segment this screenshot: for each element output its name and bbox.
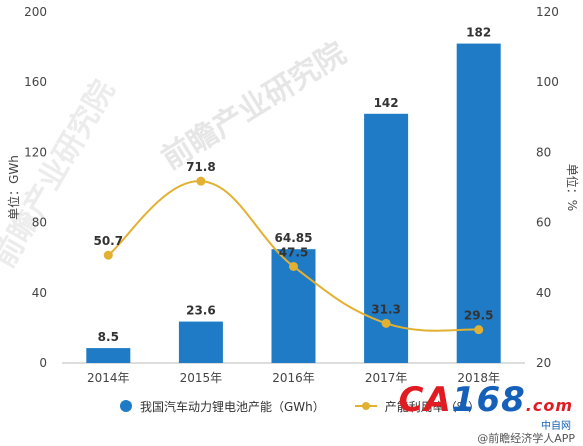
logo-part3: .com — [525, 396, 573, 415]
y-right-tick-label: 100 — [536, 75, 559, 89]
y-right-tick-label: 40 — [536, 286, 551, 300]
line-data-label: 29.5 — [464, 309, 494, 323]
logo-part1: CA — [398, 380, 452, 420]
line-data-label: 71.8 — [186, 160, 216, 174]
x-tick-label: 2014年 — [87, 371, 130, 385]
bar — [456, 43, 501, 364]
legend-line-label: 产能利用率（%） — [384, 399, 481, 414]
bar-data-label: 182 — [466, 26, 491, 40]
legend-item-bar: 我国汽车动力锂电池产能（GWh） — [120, 398, 325, 415]
legend-bar-swatch — [120, 400, 132, 412]
line-data-label: 47.5 — [279, 245, 309, 259]
line-point — [103, 250, 113, 260]
bar-data-label: 8.5 — [98, 330, 119, 344]
legend-item-line: 产能利用率（%） — [354, 398, 481, 415]
line-data-label: 50.7 — [93, 234, 123, 248]
legend-bar-label: 我国汽车动力锂电池产能（GWh） — [140, 399, 325, 414]
logo: CA168.com — [399, 380, 573, 420]
y-left-tick-label: 160 — [24, 75, 47, 89]
bar — [178, 321, 223, 363]
line-series — [103, 176, 484, 335]
line-data-label: 31.3 — [371, 302, 401, 316]
logo-sub: 中自网 — [541, 421, 571, 432]
y-left-tick-label: 40 — [32, 286, 47, 300]
line-point — [474, 325, 484, 335]
series-line — [107, 180, 479, 332]
x-tick-label: 2017年 — [365, 371, 408, 385]
line-point — [289, 261, 298, 271]
line-point — [381, 318, 391, 328]
legend-line-swatch — [354, 400, 377, 412]
x-tick-label: 2018年 — [457, 371, 500, 385]
data-labels: 8.5 23.6 64.85 142 182 50.7 71.8 47.5 31.3 29.5 — [93, 26, 493, 344]
watermark-text: 前瞻产业研究院 — [156, 36, 353, 177]
y-left-tick-label: 0 — [39, 356, 47, 370]
y-left-tick-label: 80 — [32, 216, 47, 230]
y-left-axis-title: 单位：GWh — [6, 155, 21, 220]
bar — [86, 348, 131, 363]
y-right-tick-label: 60 — [536, 216, 551, 230]
y-left-tick-label: 120 — [24, 145, 47, 159]
logo-part2: 168 — [451, 380, 526, 420]
y-right-tick-label: 120 — [536, 5, 559, 19]
line-point — [196, 176, 206, 186]
bar-data-label: 64.85 — [275, 231, 313, 245]
bar-data-label: 142 — [374, 96, 399, 110]
y-right-axis-title: 单位：% — [565, 164, 580, 211]
source-credit: @前瞻经济学人APP — [477, 432, 575, 445]
x-tick-label: 2016年 — [272, 371, 315, 385]
axes: 0 40 80 120 160 200 20 40 60 80 100 120 2014年 2015年 20… — [6, 5, 580, 385]
y-right-tick-label: 80 — [536, 145, 551, 159]
x-tick-label: 2015年 — [180, 371, 223, 385]
y-left-tick-label: 200 — [24, 5, 47, 19]
y-right-tick-label: 20 — [536, 356, 551, 370]
legend: 我国汽车动力锂电池产能（GWh） 产能利用率（%） — [120, 396, 510, 416]
bar-data-label: 23.6 — [186, 304, 216, 318]
